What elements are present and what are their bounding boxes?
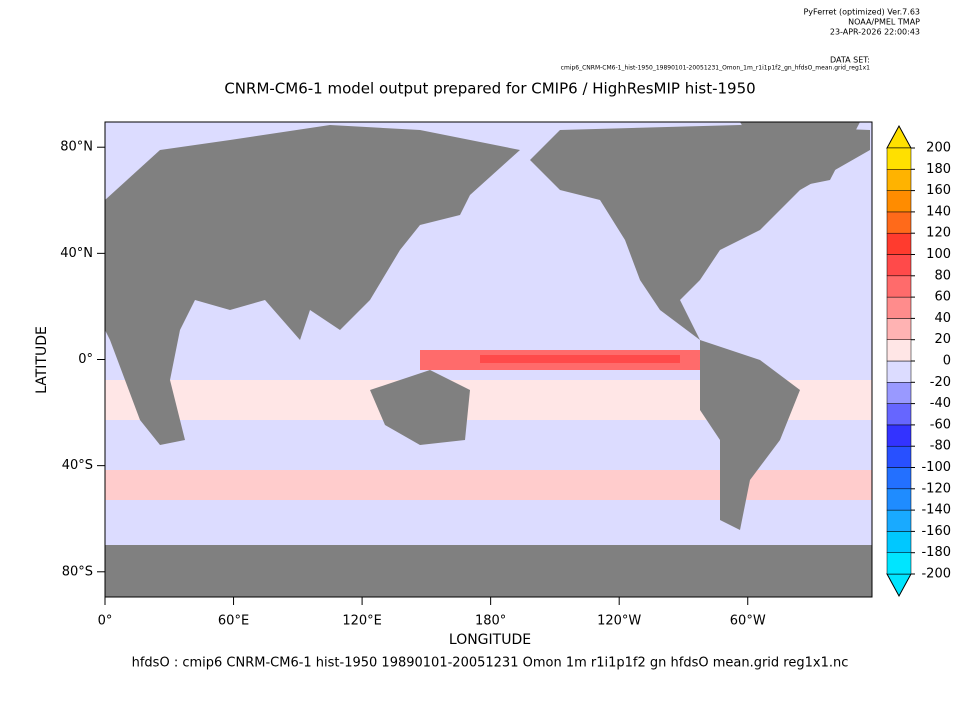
colorbar-box [886,211,912,234]
colorbar-label: 180 [926,162,951,177]
colorbar-box [886,254,912,277]
colorbar-box [886,445,912,468]
colorbar-label: 40 [934,311,951,326]
x-tick-label: 60°W [730,614,766,629]
colorbar-label: -200 [921,567,951,582]
map [105,122,872,597]
colorbar-box [886,552,912,575]
colorbar-box [886,509,912,532]
colorbar-box [886,360,912,383]
colorbar-label: -140 [921,503,951,518]
colorbar-label: 160 [926,183,951,198]
colorbar-extension [886,124,912,149]
colorbar-label: 20 [934,332,951,347]
y-tick-label: 40°N [60,246,93,261]
y-tick-label: 80°S [62,564,93,579]
colorbar-label: -80 [930,439,951,454]
colorbar-box [886,147,912,170]
header-line: 23-APR-2026 22:00:43 [830,28,920,37]
colorbar-label: 100 [926,247,951,262]
y-axis-label: LATITUDE [34,326,50,394]
colorbar-label: -100 [921,460,951,475]
x-tick-label: 180° [475,614,506,629]
y-tick-label: 40°S [62,458,93,473]
colorbar-box [886,424,912,447]
x-tick-label: 120°E [342,614,382,629]
colorbar-extension [886,573,912,598]
colorbar-label: 80 [934,268,951,283]
x-axis-label: LONGITUDE [449,632,531,648]
x-tick-label: 0° [98,614,113,629]
colorbar-label: -180 [921,545,951,560]
colorbar-box [886,339,912,362]
colorbar-label: -160 [921,524,951,539]
colorbar-label: 0 [943,354,951,369]
colorbar-box [886,403,912,426]
x-tick-label: 60°E [218,614,249,629]
header-line: PyFerret (optimized) Ver.7.63 [803,8,920,17]
shading [480,355,680,363]
chart-title: CNRM-CM6-1 model output prepared for CMI… [224,80,755,98]
colorbar-box [886,531,912,553]
colorbar-label: 120 [926,226,951,241]
dataset-name: cmip6_CNRM-CM6-1_hist-1950_19890101-2005… [561,65,871,72]
colorbar-label: -120 [921,481,951,496]
y-tick-label: 80°N [60,140,93,155]
colorbar-box [886,190,912,213]
footer: hfdsO : cmip6 CNRM-CM6-1 hist-1950 19890… [132,656,849,671]
dataset-label: DATA SET: [830,56,870,65]
x-tick-label: 120°W [597,614,641,629]
colorbar-label: 60 [934,290,951,305]
y-tick-label: 0° [78,352,93,367]
colorbar-box [886,488,912,511]
colorbar-box [886,275,912,298]
colorbar-box [886,169,912,191]
colorbar-box [886,318,912,340]
colorbar-box [886,232,912,255]
colorbar-label: -60 [930,417,951,432]
land [105,122,872,597]
colorbar-box [886,467,912,490]
colorbar-label: 140 [926,204,951,219]
colorbar-label: 200 [926,141,951,156]
header-line: NOAA/PMEL TMAP [848,18,920,27]
shading [105,470,872,500]
colorbar-label: -40 [930,396,951,411]
colorbar-label: -20 [930,375,951,390]
colorbar-box [886,382,912,404]
colorbar-box [886,296,912,319]
